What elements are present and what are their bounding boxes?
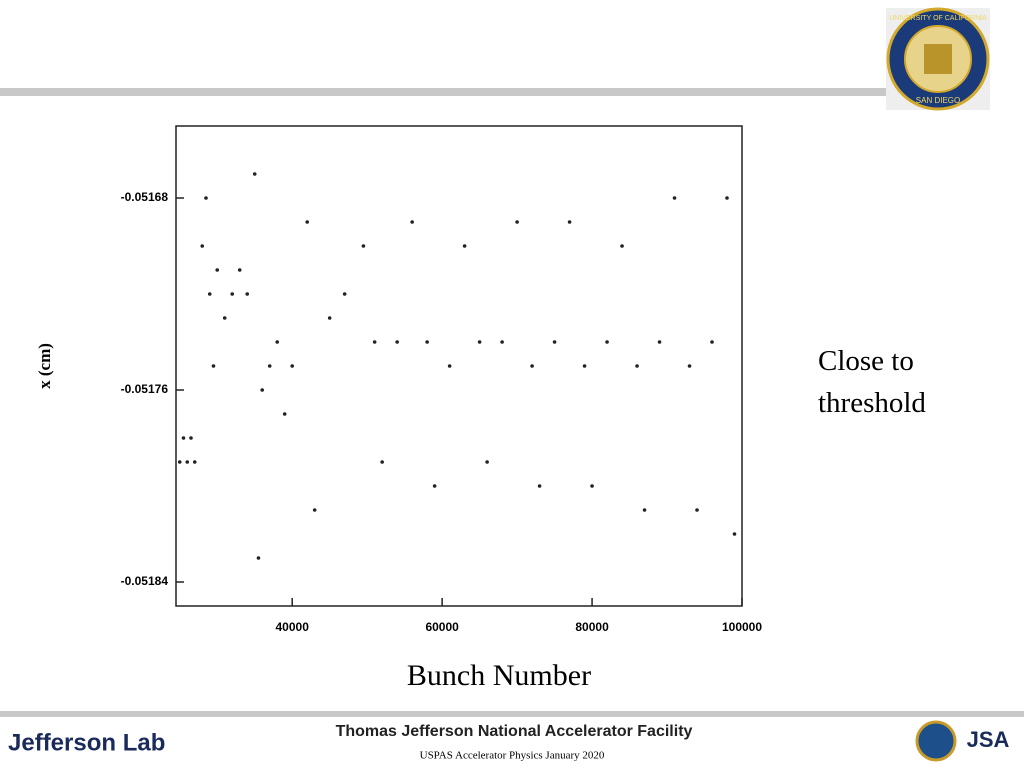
x-tick-label: 100000	[722, 620, 762, 634]
point	[282, 412, 287, 416]
point	[410, 220, 414, 224]
point	[552, 340, 557, 344]
point	[605, 340, 609, 344]
point	[192, 460, 197, 464]
point	[447, 364, 452, 368]
plot	[175, 125, 743, 607]
brand: Jefferson Lab	[8, 729, 165, 756]
point	[256, 556, 261, 560]
point	[710, 340, 714, 344]
point	[177, 460, 182, 464]
point	[380, 460, 384, 464]
point	[672, 196, 677, 200]
point	[260, 388, 265, 392]
y-tick-label: -0.05176	[121, 382, 169, 396]
x-tick-label: 40000	[276, 620, 310, 634]
point	[372, 340, 377, 344]
logo-bottom-text: SAN DIEGO	[916, 96, 960, 105]
point	[237, 268, 242, 272]
ucsd-logo: UNIVERSITY OF CALIFORNIA SAN DIEGO	[886, 7, 990, 111]
point	[207, 292, 212, 296]
x-tick-label: 80000	[575, 620, 609, 634]
point	[305, 220, 309, 224]
y-tick-label: -0.05184	[121, 574, 169, 588]
footer-note: USPAS Accelerator Physics January 2020	[420, 750, 605, 762]
point	[687, 364, 692, 368]
point	[312, 508, 317, 512]
point	[695, 508, 699, 512]
point	[189, 436, 193, 440]
doe-seal	[915, 720, 957, 762]
point	[462, 244, 467, 248]
point	[245, 292, 250, 296]
point	[567, 220, 572, 224]
point	[327, 316, 332, 320]
plot-frame	[175, 125, 743, 607]
point	[230, 292, 235, 296]
point	[500, 340, 504, 344]
point	[635, 364, 639, 368]
point	[620, 244, 624, 248]
point	[732, 532, 737, 536]
point	[275, 340, 280, 344]
facility: Thomas Jefferson National Accelerator Fa…	[336, 723, 693, 740]
point	[395, 340, 399, 344]
point	[222, 316, 227, 320]
point	[185, 460, 190, 464]
point	[515, 220, 519, 224]
point	[485, 460, 489, 464]
point	[425, 340, 429, 344]
point	[211, 364, 216, 368]
bottom-bar	[0, 711, 1024, 717]
logo-top-text: UNIVERSITY OF CALIFORNIA	[889, 15, 987, 22]
y-tick-label: -0.05168	[121, 190, 169, 204]
y-axis-label: x (cm)	[35, 343, 54, 389]
point	[530, 364, 534, 368]
point	[181, 436, 186, 440]
annotation: Close to threshold	[818, 345, 926, 419]
point	[361, 244, 366, 248]
top-bar	[0, 88, 886, 96]
annotation-box: Close to threshold	[818, 345, 926, 419]
point	[657, 340, 662, 344]
point	[215, 268, 220, 272]
point	[267, 364, 272, 368]
point	[642, 508, 647, 512]
point	[204, 196, 208, 200]
point	[725, 196, 729, 200]
point	[252, 172, 257, 176]
point	[290, 364, 294, 368]
point	[200, 244, 205, 248]
x-axis-label: Bunch Number	[407, 659, 591, 692]
point	[590, 484, 594, 488]
point	[582, 364, 587, 368]
jsa-logo: JSA	[967, 727, 1010, 752]
point	[432, 484, 437, 488]
point	[342, 292, 347, 296]
point	[537, 484, 542, 488]
point	[477, 340, 482, 344]
x-tick-label: 60000	[425, 620, 459, 634]
